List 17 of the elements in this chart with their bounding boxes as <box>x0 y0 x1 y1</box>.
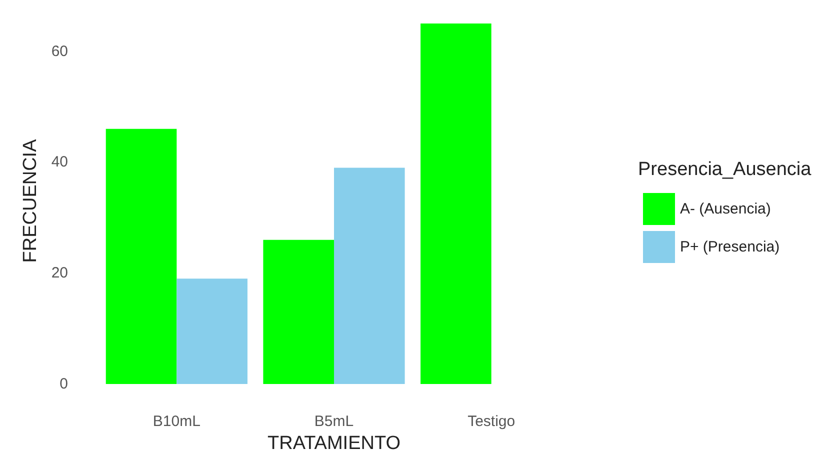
bar <box>263 240 334 384</box>
bar <box>420 24 492 384</box>
bar <box>334 168 405 384</box>
x-axis-title: TRATAMIENTO <box>268 432 400 454</box>
y-tick-label: 20 <box>51 264 68 282</box>
y-tick-label: 40 <box>51 154 68 171</box>
x-tick-label: B10mL <box>152 413 200 430</box>
y-tick-label: 60 <box>51 42 68 60</box>
bar <box>176 278 248 384</box>
legend-title: Presencia_Ausencia <box>638 159 812 180</box>
legend-label: A- (Ausencia) <box>680 200 771 218</box>
x-tick-label: Testigo <box>468 413 516 430</box>
legend-label: P+ (Presencia) <box>680 238 780 256</box>
x-tick-label: B5mL <box>314 413 354 430</box>
y-tick-label: 0 <box>60 376 68 392</box>
bar <box>106 128 177 384</box>
y-axis-title: FRECUENCIA <box>20 138 41 263</box>
